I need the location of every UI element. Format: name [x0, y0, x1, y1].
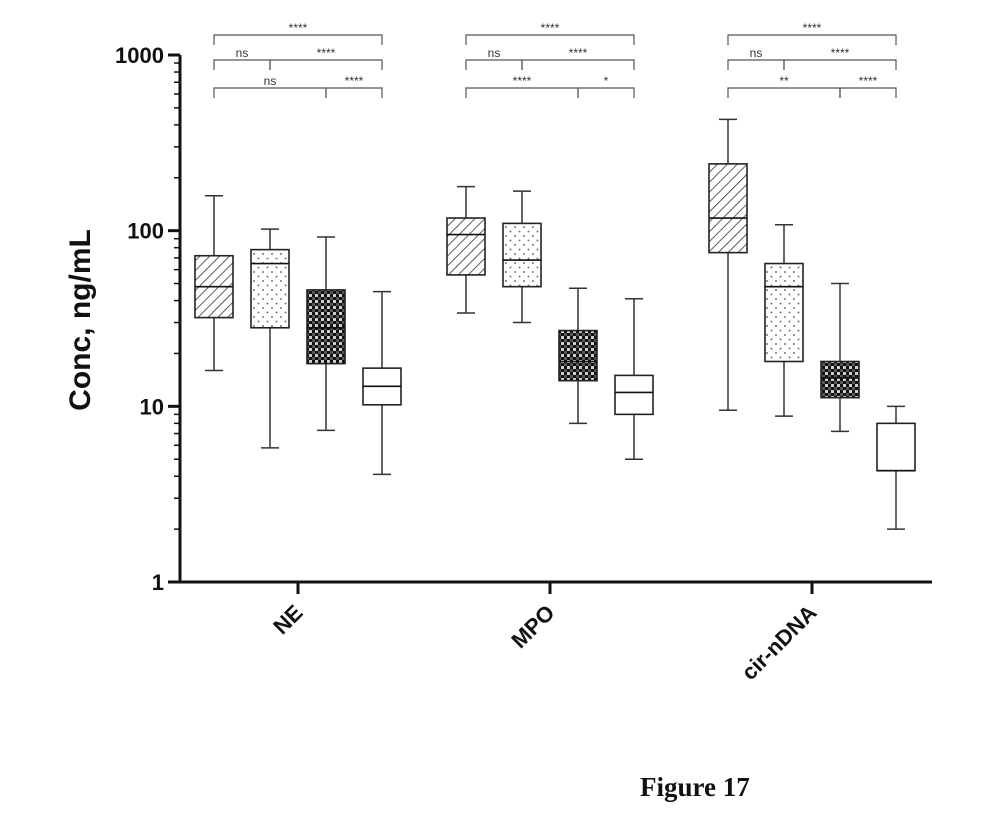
- significance-label: ns: [236, 46, 249, 60]
- significance-bracket: [213, 87, 327, 98]
- box-body: [446, 217, 486, 276]
- significance-label: ns: [488, 46, 501, 60]
- significance-bracket: [577, 87, 635, 98]
- significance-bracket: [465, 87, 579, 98]
- box-cir-ndna-3: [820, 282, 860, 433]
- significance-label: ****: [859, 74, 878, 88]
- significance-label: ****: [569, 46, 588, 60]
- significance-bracket: [727, 34, 897, 45]
- significance-bracket: [269, 59, 383, 70]
- significance-bracket: [727, 59, 785, 70]
- x-category-label: cir-nDNA: [736, 600, 821, 685]
- box-cir-ndna-2: [764, 224, 804, 417]
- significance-bracket: [783, 59, 897, 70]
- box-body: [306, 289, 346, 365]
- box-mpo-3: [558, 287, 598, 425]
- significance-bracket: [325, 87, 383, 98]
- y-ticks: 1 10 100 1000: [115, 43, 180, 595]
- box-body: [250, 248, 290, 329]
- box-cir-ndna-1: [708, 118, 748, 411]
- significance-label: ns: [264, 74, 277, 88]
- y-tick-label: 10: [140, 394, 164, 419]
- box-ne-1: [194, 195, 234, 372]
- significance-label: *: [604, 74, 609, 88]
- significance-bracket: [465, 34, 635, 45]
- significance-bracket: [727, 87, 841, 98]
- box-body: [502, 222, 542, 288]
- box-body: [764, 262, 804, 363]
- significance-label: ****: [803, 21, 822, 35]
- box-mpo-4: [614, 297, 654, 460]
- significance-bracket: [521, 59, 635, 70]
- box-body: [708, 163, 748, 254]
- box-mpo-2: [502, 190, 542, 324]
- x-category-label: NE: [268, 600, 307, 639]
- significance-label: ****: [513, 74, 532, 88]
- significance-bracket: [213, 59, 271, 70]
- figure-caption: Figure 17: [640, 772, 750, 802]
- significance-brackets: ****ns ****ns ********ns ******** *****ns ***…: [213, 21, 897, 98]
- box-ne-2: [250, 228, 290, 449]
- y-tick-label: 100: [127, 219, 164, 244]
- significance-label: ns: [750, 46, 763, 60]
- box-body: [558, 329, 598, 382]
- box-body: [820, 360, 860, 399]
- significance-bracket: [465, 59, 523, 70]
- significance-label: **: [779, 74, 789, 88]
- significance-bracket: [213, 34, 383, 45]
- y-tick-label: 1: [152, 570, 164, 595]
- box-ne-3: [306, 236, 346, 432]
- significance-label: ****: [317, 46, 336, 60]
- y-axis-label: Conc, ng/mL: [64, 229, 97, 411]
- significance-bracket: [839, 87, 897, 98]
- significance-label: ****: [831, 46, 850, 60]
- box-ne-4: [362, 290, 402, 476]
- box-cir-ndna-4: [876, 405, 916, 530]
- axes: [178, 55, 932, 584]
- significance-label: ****: [541, 21, 560, 35]
- y-tick-label: 1000: [115, 43, 164, 68]
- significance-label: ****: [345, 74, 364, 88]
- box-mpo-1: [446, 185, 486, 314]
- significance-label: ****: [289, 21, 308, 35]
- category-labels: NE MPO cir-nDNA: [268, 582, 822, 685]
- box-body: [614, 374, 654, 416]
- box-body: [876, 422, 916, 472]
- boxes: [194, 118, 916, 530]
- x-category-label: MPO: [506, 600, 559, 653]
